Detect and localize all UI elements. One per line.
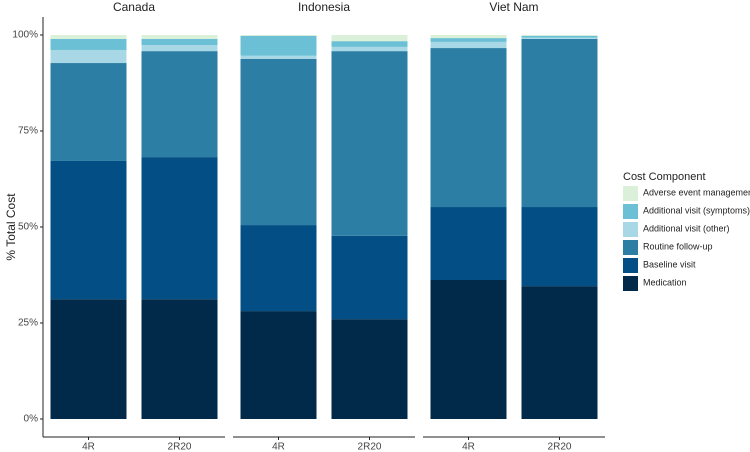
bar-segment: [50, 160, 127, 300]
y-tick-label: 0%: [24, 414, 39, 425]
bar-segment: [331, 319, 408, 419]
bar-segment: [50, 63, 127, 161]
legend-key: [623, 276, 638, 291]
bar-segment: [430, 279, 507, 419]
y-tick-label: 75%: [18, 126, 38, 137]
bar-segment: [141, 157, 218, 300]
legend-title: Cost Component: [623, 171, 706, 183]
y-axis-label: % Total Cost: [4, 193, 18, 261]
bar-segment: [521, 207, 598, 287]
bar-segment: [141, 299, 218, 419]
bar-segment: [240, 225, 317, 312]
facet-title: Indonesia: [298, 0, 350, 14]
bar-segment: [141, 35, 218, 39]
bar-segment: [240, 35, 317, 56]
legend-label: Additional visit (symptoms): [643, 205, 750, 215]
legend-label: Medication: [643, 277, 687, 287]
x-tick-label: 2R20: [168, 442, 192, 452]
bar-segment: [430, 207, 507, 280]
bar-segment: [521, 37, 598, 39]
bar-segment: [240, 311, 317, 419]
bar-segment: [50, 38, 127, 50]
legend-key: [623, 186, 638, 201]
facet-title: Viet Nam: [489, 0, 538, 14]
bar-segment: [331, 46, 408, 52]
bar-segment: [521, 35, 598, 38]
bar-segment: [141, 44, 218, 52]
x-tick-label: 2R20: [358, 442, 382, 452]
legend-label: Adverse event management: [643, 187, 750, 197]
bar-segment: [331, 35, 408, 42]
legend-key: [623, 204, 638, 219]
facet-title: Canada: [113, 0, 155, 14]
x-tick-label: 4R: [272, 442, 285, 452]
legend-label: Additional visit (other): [643, 223, 730, 233]
bar-segment: [240, 58, 317, 226]
legend-key: [623, 222, 638, 237]
bar-segment: [240, 55, 317, 59]
bar-segment: [430, 35, 507, 39]
bar-segment: [331, 235, 408, 320]
bar-segment: [430, 41, 507, 49]
bar-segment: [331, 51, 408, 236]
bar-segment: [240, 35, 317, 36]
bar-segment: [521, 286, 598, 419]
legend-key: [623, 258, 638, 273]
y-tick-label: 50%: [18, 222, 38, 233]
bar-segment: [50, 35, 127, 39]
legend-key: [623, 240, 638, 255]
legend-label: Baseline visit: [643, 259, 696, 269]
x-tick-label: 2R20: [548, 442, 572, 452]
x-tick-label: 4R: [462, 442, 475, 452]
y-tick-label: 25%: [18, 318, 38, 329]
y-tick-label: 100%: [12, 30, 38, 41]
bar-segment: [331, 41, 408, 47]
bar-segment: [50, 299, 127, 419]
bar-segment: [430, 48, 507, 208]
bar-segment: [430, 38, 507, 42]
bar-segment: [50, 49, 127, 64]
bar-segment: [141, 51, 218, 158]
x-tick-label: 4R: [82, 442, 95, 452]
bar-segment: [141, 38, 218, 45]
bar-segment: [521, 38, 598, 208]
legend-label: Routine follow-up: [643, 241, 713, 251]
bar-segment: [521, 35, 598, 36]
